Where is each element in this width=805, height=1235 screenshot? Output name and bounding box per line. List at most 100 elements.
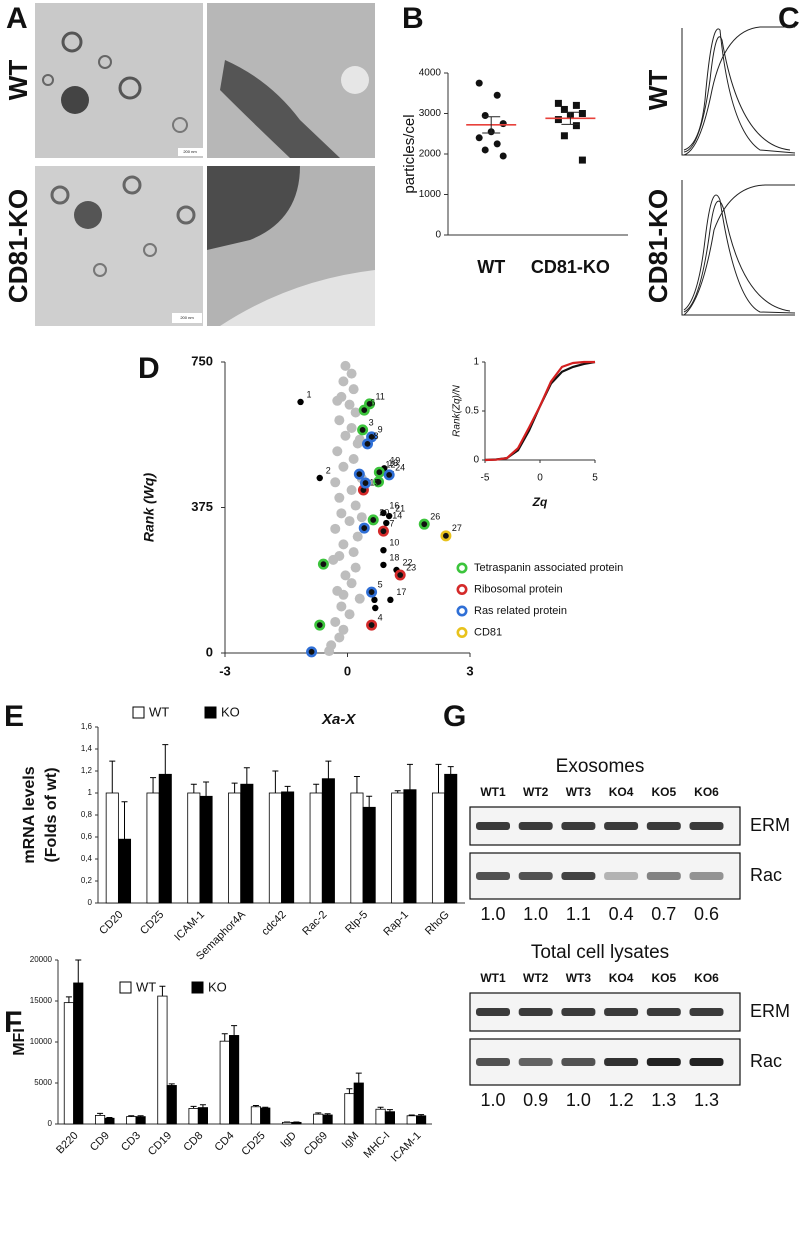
data-point <box>366 619 378 631</box>
error-bar <box>106 1116 113 1119</box>
error-bar <box>121 801 128 840</box>
bar <box>199 795 213 904</box>
blot-band <box>604 1058 639 1066</box>
error-bar <box>262 1106 269 1109</box>
panel-letter: C <box>778 2 800 35</box>
blot-band <box>476 822 510 830</box>
data-point <box>394 569 406 581</box>
data-point <box>334 492 345 503</box>
point-label: 20 <box>379 507 389 517</box>
x-tick-label: CD19 <box>146 1130 174 1158</box>
data-point <box>385 512 393 520</box>
annotation: Xa-X <box>321 711 356 728</box>
bar <box>240 783 254 904</box>
lane-label: WT3 <box>566 971 592 985</box>
error-bar <box>272 770 279 793</box>
lane-label: WT3 <box>566 785 592 799</box>
data-point <box>340 360 351 371</box>
data-point <box>330 523 341 534</box>
data-point <box>346 578 357 589</box>
lane-label: KO4 <box>609 971 634 985</box>
bar <box>350 792 364 904</box>
x-tick-label: Rac-2 <box>300 909 329 938</box>
error-bar <box>252 1105 259 1107</box>
bar <box>406 1115 417 1125</box>
data-point <box>354 593 365 604</box>
bar <box>344 1093 355 1125</box>
bar <box>321 778 335 904</box>
point-label: 18 <box>389 552 399 562</box>
blot-band <box>604 872 639 880</box>
data-point <box>440 530 452 542</box>
x-tick-label: B220 <box>54 1130 81 1157</box>
y-tick-label: 1000 <box>419 189 442 200</box>
lane-label: KO6 <box>694 971 719 985</box>
error-bar <box>203 781 210 797</box>
data-point <box>387 596 394 604</box>
point-label: 14 <box>392 510 402 520</box>
lane-label: WT2 <box>523 971 549 985</box>
data-point <box>330 477 341 488</box>
data-point <box>554 99 562 107</box>
error-bar <box>435 763 442 793</box>
x-tick-label: -3 <box>219 663 231 678</box>
x-tick-label: CD8 <box>181 1130 205 1154</box>
row-label: WT <box>3 60 33 101</box>
y-tick-label: 15000 <box>30 996 53 1005</box>
bar <box>416 1115 427 1125</box>
data-point <box>297 398 304 406</box>
bar <box>126 1116 137 1125</box>
row-label: ERM <box>750 815 790 835</box>
data-point <box>336 508 347 519</box>
x-tick-label: RhoG <box>423 909 452 938</box>
y-tick-label: 4000 <box>419 68 442 79</box>
bar <box>158 773 172 904</box>
bar <box>313 1113 324 1125</box>
bar <box>375 1108 386 1125</box>
panel-letter: A <box>6 2 28 35</box>
x-tick-label: CD3 <box>119 1130 143 1154</box>
data-point <box>493 91 501 99</box>
legend-swatch <box>119 981 132 994</box>
error-bar <box>190 1105 197 1109</box>
error-bar <box>325 760 332 779</box>
data-point <box>334 551 345 561</box>
data-point <box>346 485 357 496</box>
error-bar <box>109 760 116 793</box>
y-tick-label: 750 <box>191 353 213 368</box>
legend-label: KO <box>208 979 227 994</box>
error-bar <box>377 1106 384 1110</box>
blot-band <box>646 872 681 880</box>
point-label: 16 <box>389 500 399 510</box>
legend-marker <box>456 626 468 638</box>
bar <box>188 1108 199 1125</box>
legend-marker <box>456 605 468 617</box>
data-point <box>371 596 378 604</box>
error-bar <box>386 1109 393 1112</box>
y-tick-label: 3000 <box>419 108 442 119</box>
bar <box>250 1106 261 1125</box>
data-point <box>380 561 387 569</box>
value-label: 1.1 <box>566 904 591 924</box>
y-tick-label: 20000 <box>30 955 53 964</box>
point-label: 5 <box>378 579 383 589</box>
point-label: 1 <box>307 389 312 399</box>
bar <box>95 1114 106 1125</box>
blot-band <box>518 1058 553 1066</box>
lane-label: KO4 <box>609 785 634 799</box>
value-label: 1.3 <box>694 1090 719 1110</box>
point-label: 9 <box>378 424 383 434</box>
point-label: 7 <box>389 519 394 529</box>
error-bar <box>418 1114 425 1116</box>
error-bar <box>243 767 250 785</box>
data-point <box>367 514 379 526</box>
point-label: 13 <box>388 458 398 468</box>
data-point <box>358 404 370 416</box>
error-bar <box>482 116 501 134</box>
point-label: 24 <box>395 462 405 472</box>
error-bar <box>231 1025 238 1036</box>
error-bar <box>355 1072 362 1083</box>
x-tick-label: ICAM-1 <box>172 909 207 944</box>
lane-label: KO5 <box>651 785 676 799</box>
x-tick-label: -5 <box>481 473 490 484</box>
